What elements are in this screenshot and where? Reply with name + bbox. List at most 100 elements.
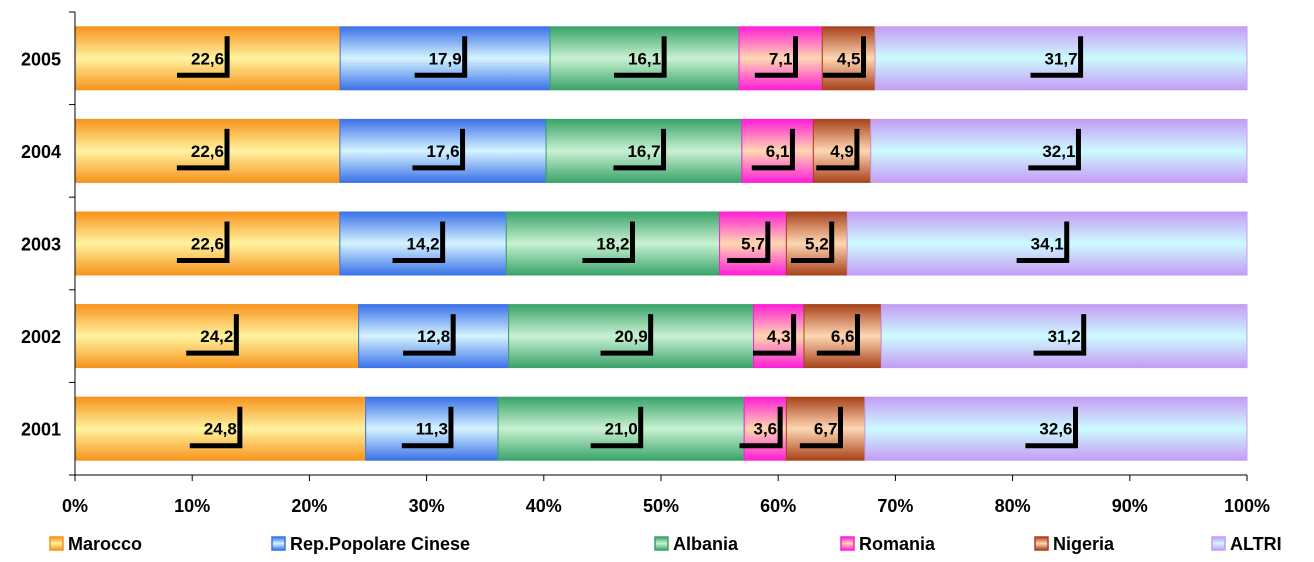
label-leader-mark	[752, 314, 797, 356]
legend-swatch	[840, 536, 855, 551]
legend-item-rep-popolare-cinese: Rep.Popolare Cinese	[271, 534, 470, 554]
legend-label: Romania	[859, 534, 936, 554]
x-tick-label: 20%	[291, 496, 327, 516]
bar-rep-popolare-cinese-2004	[339, 118, 547, 183]
data-label: 3,6	[753, 420, 777, 439]
bar-marocco-2002	[74, 304, 360, 369]
label-leader-mark	[751, 128, 795, 171]
label-leader-mark	[739, 406, 783, 449]
bar-albania-2001	[497, 396, 745, 461]
x-tick-label: 100%	[1224, 496, 1270, 516]
bar-nigeria-2001	[785, 396, 866, 461]
data-label: 5,7	[741, 235, 765, 254]
bar-rep-popolare-cinese-2002	[358, 304, 510, 369]
y-tick-label: 2005	[21, 49, 61, 69]
legend-swatch	[654, 536, 669, 551]
bar-altri-2005	[874, 26, 1248, 91]
label-leader-mark	[392, 221, 446, 263]
x-tick-label: 10%	[174, 496, 210, 516]
bar-altri-2002	[880, 304, 1248, 369]
label-leader-mark	[582, 221, 635, 263]
label-leader-mark	[412, 128, 466, 171]
label-leader-mark	[590, 406, 644, 449]
bar-altri-2003	[846, 211, 1248, 276]
label-leader-mark	[1025, 406, 1079, 449]
y-tick-label: 2003	[21, 235, 61, 255]
legend-label: Nigeria	[1053, 534, 1115, 554]
bar-albania-2002	[508, 304, 755, 369]
legend: Marocco Rep.Popolare Cinese Albania Romania…	[49, 534, 1282, 554]
label-leader-mark	[176, 128, 230, 171]
label-leader-mark	[822, 36, 867, 78]
label-leader-mark	[1030, 36, 1084, 78]
legend-label: Albania	[673, 534, 739, 554]
data-label: 16,7	[627, 142, 660, 161]
label-leader-mark	[403, 314, 456, 356]
data-label: 31,7	[1045, 49, 1078, 68]
label-leader-mark	[754, 36, 798, 78]
data-label: 18,2	[596, 235, 629, 254]
label-leader-mark	[414, 36, 468, 78]
bar-rep-popolare-cinese-2003	[339, 211, 507, 276]
legend-label: ALTRI	[1230, 534, 1282, 554]
legend-swatch	[1034, 536, 1049, 551]
legend-item-romania: Romania	[840, 534, 936, 554]
x-tick-label: 60%	[760, 496, 796, 516]
x-tick-label: 40%	[526, 496, 562, 516]
bar-romania-2004	[741, 118, 814, 183]
x-tick-label: 0%	[62, 496, 88, 516]
label-leader-mark	[614, 36, 667, 78]
data-label: 34,1	[1031, 235, 1064, 254]
data-label: 4,5	[837, 49, 861, 68]
bar-marocco-2001	[74, 396, 367, 461]
data-label: 17,6	[426, 142, 459, 161]
label-leader-mark	[186, 314, 239, 356]
label-leader-mark	[613, 128, 667, 171]
x-tick-label: 90%	[1112, 496, 1148, 516]
legend-swatch	[271, 536, 286, 551]
data-label: 22,6	[191, 142, 224, 161]
data-label: 32,1	[1042, 142, 1075, 161]
data-label: 12,8	[417, 327, 450, 346]
data-label: 4,3	[767, 327, 791, 346]
bars-layer	[74, 26, 1248, 461]
data-label: 22,6	[191, 49, 224, 68]
x-tick-label: 30%	[409, 496, 445, 516]
data-label: 24,2	[200, 327, 233, 346]
x-tick-label: 80%	[995, 496, 1031, 516]
bar-marocco-2005	[74, 26, 341, 91]
legend-item-albania: Albania	[654, 534, 739, 554]
data-label: 11,3	[416, 420, 448, 439]
legend-item-marocco: Marocco	[49, 534, 142, 554]
bar-rep-popolare-cinese-2005	[339, 26, 551, 91]
legend-swatch	[1211, 536, 1226, 551]
label-leader-mark	[189, 406, 243, 449]
x-tick-label: 50%	[643, 496, 679, 516]
data-label: 20,9	[615, 327, 648, 346]
data-label: 5,2	[805, 235, 829, 254]
bar-nigeria-2003	[785, 211, 848, 276]
label-leader-mark	[401, 406, 454, 449]
data-label: 4,9	[830, 142, 854, 161]
label-leader-mark	[1016, 221, 1070, 263]
data-label: 7,1	[769, 49, 793, 68]
bar-romania-2003	[719, 211, 787, 276]
label-leader-mark	[799, 406, 843, 449]
data-label: 22,6	[191, 235, 224, 254]
legend-label: Marocco	[68, 534, 142, 554]
data-label: 6,1	[766, 142, 790, 161]
label-leader-mark	[176, 221, 230, 263]
data-label: 21,0	[605, 420, 638, 439]
axes: 2005 2004 2003 2002 2001 0% 10% 20% 30% 40% 50% 60%…	[21, 11, 1270, 516]
data-label: 17,9	[429, 49, 462, 68]
legend-label: Rep.Popolare Cinese	[290, 534, 470, 554]
y-tick-label: 2004	[21, 142, 61, 162]
data-label: 14,2	[407, 235, 440, 254]
bar-romania-2005	[738, 26, 823, 91]
bar-albania-2003	[505, 211, 721, 276]
data-label: 16,1	[628, 49, 661, 68]
bar-nigeria-2005	[821, 26, 876, 91]
label-leader-mark	[727, 221, 771, 263]
data-label: 31,2	[1048, 327, 1081, 346]
bar-altri-2004	[870, 118, 1248, 183]
